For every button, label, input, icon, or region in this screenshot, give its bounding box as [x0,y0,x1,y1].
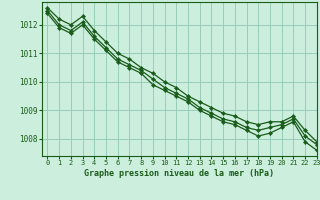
X-axis label: Graphe pression niveau de la mer (hPa): Graphe pression niveau de la mer (hPa) [84,169,274,178]
